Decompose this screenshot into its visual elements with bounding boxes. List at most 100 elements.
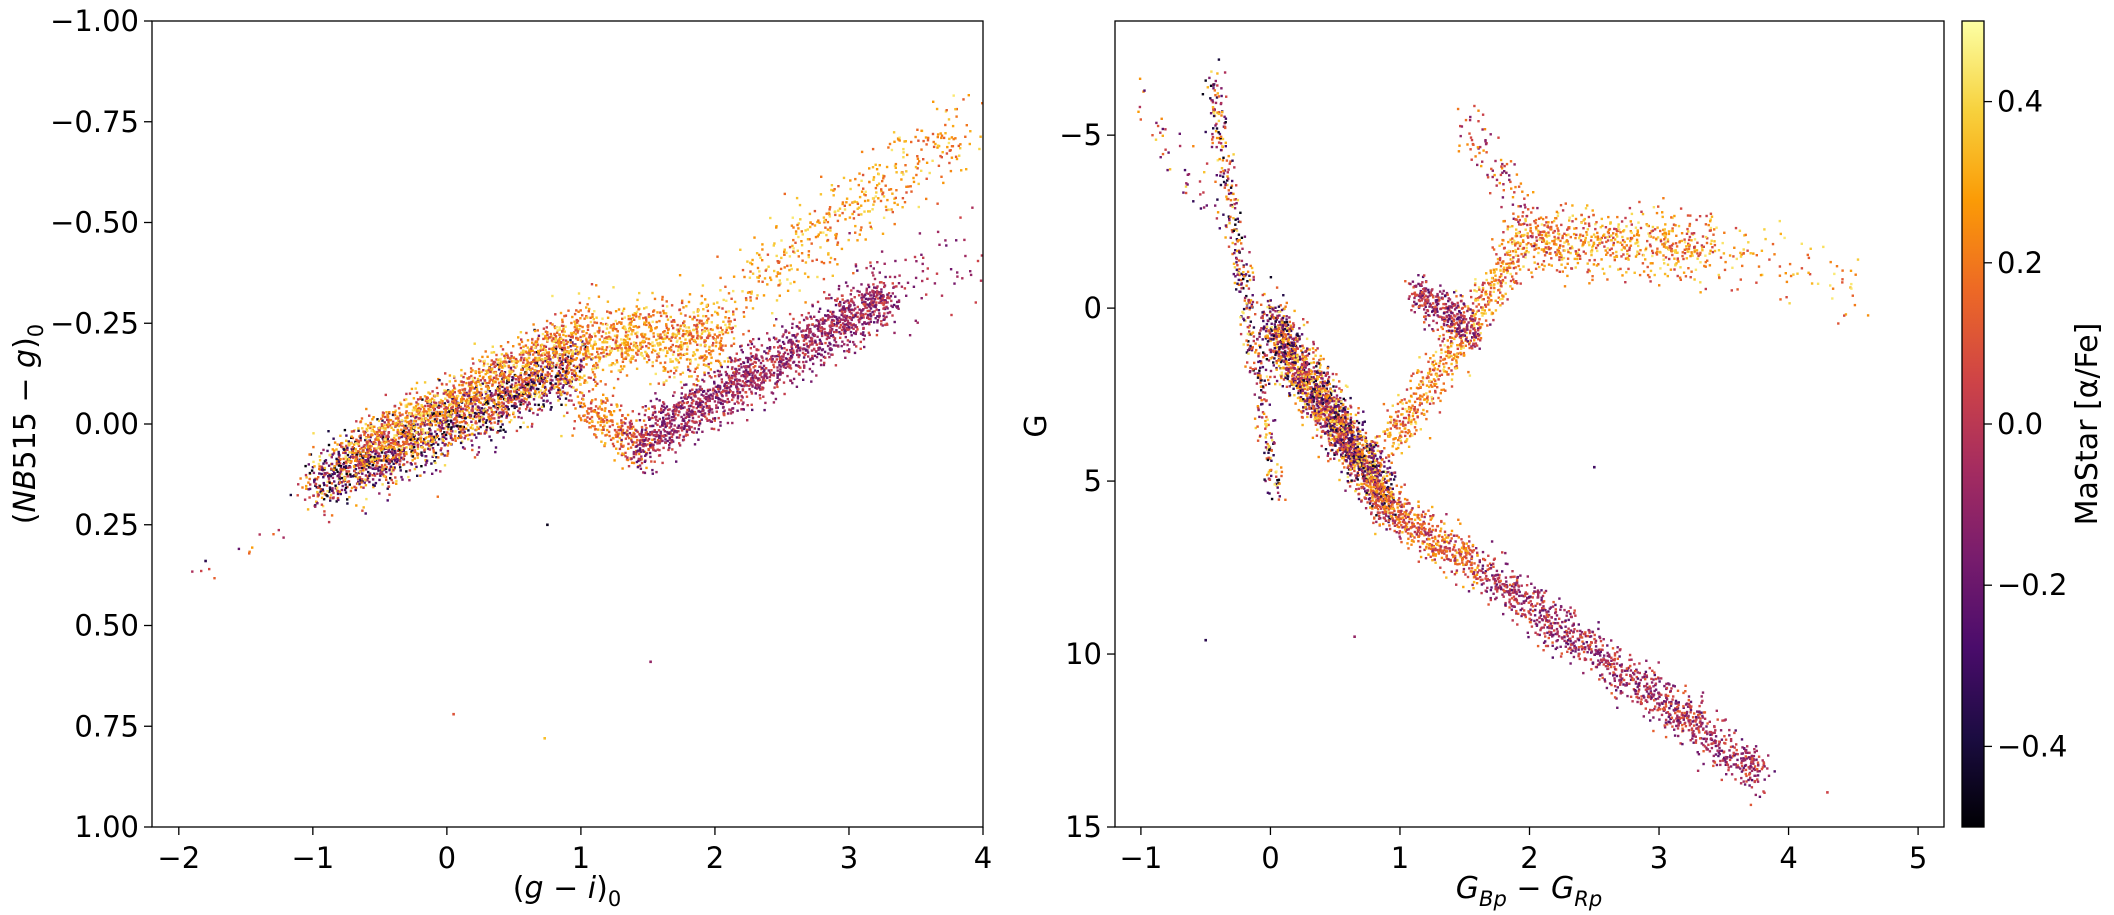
scatter-point xyxy=(458,421,461,424)
scatter-point xyxy=(714,338,717,341)
scatter-point xyxy=(555,363,558,367)
scatter-point xyxy=(852,286,855,290)
scatter-point xyxy=(502,409,505,412)
scatter-point xyxy=(415,415,418,418)
scatter-point xyxy=(426,423,429,426)
scatter-point xyxy=(510,354,513,358)
scatter-point xyxy=(415,391,419,394)
scatter-point xyxy=(376,467,379,470)
scatter-point xyxy=(538,356,541,359)
scatter-point xyxy=(542,351,545,355)
scatter-point xyxy=(560,360,563,363)
scatter-point xyxy=(405,452,408,456)
scatter-point xyxy=(655,359,658,362)
scatter-point xyxy=(328,486,332,489)
scatter-point xyxy=(903,201,907,204)
scatter-point xyxy=(312,445,315,449)
scatter-point xyxy=(589,376,592,380)
scatter-point xyxy=(380,459,383,462)
scatter-point xyxy=(386,425,390,429)
scatter-point xyxy=(616,377,620,381)
scatter-point xyxy=(696,310,699,313)
scatter-point xyxy=(439,419,442,422)
scatter-point xyxy=(652,335,655,338)
scatter-point xyxy=(471,398,475,401)
scatter-point xyxy=(496,413,499,416)
scatter-point xyxy=(338,490,341,493)
scatter-point xyxy=(410,412,414,415)
scatter-point xyxy=(355,454,358,457)
scatter-point xyxy=(621,424,624,427)
scatter-point xyxy=(359,451,362,454)
scatter-point xyxy=(616,346,619,349)
scatter-point xyxy=(706,329,710,332)
scatter-point xyxy=(627,323,631,327)
scatter-point xyxy=(391,422,394,426)
scatter-point xyxy=(832,189,835,192)
scatter-point xyxy=(887,208,890,211)
scatter-point xyxy=(733,300,737,304)
scatter-point xyxy=(561,353,564,356)
scatter-point xyxy=(358,478,362,481)
scatter-point xyxy=(454,434,457,438)
scatter-point xyxy=(629,446,633,449)
scatter-point xyxy=(666,331,669,335)
scatter-point xyxy=(587,297,591,300)
scatter-point xyxy=(593,373,596,376)
scatter-point xyxy=(926,139,930,142)
scatter-point xyxy=(374,438,377,441)
scatter-point xyxy=(601,347,604,351)
scatter-point xyxy=(608,434,611,438)
scatter-point xyxy=(530,385,533,389)
scatter-point xyxy=(361,480,364,483)
scatter-point xyxy=(514,381,517,385)
scatter-point xyxy=(620,421,623,425)
scatter-point xyxy=(540,354,543,357)
scatter-point xyxy=(308,487,312,491)
scatter-point xyxy=(576,338,580,341)
scatter-point xyxy=(837,287,841,291)
scatter-point xyxy=(588,356,591,359)
scatter-point xyxy=(718,352,721,356)
scatter-point xyxy=(568,363,571,366)
scatter-point xyxy=(382,457,386,460)
scatter-point xyxy=(523,388,526,391)
scatter-point xyxy=(493,411,496,414)
scatter-point xyxy=(797,235,800,239)
scatter-point xyxy=(488,366,491,370)
scatter-point xyxy=(535,340,539,343)
scatter-point xyxy=(715,404,718,407)
scatter-point xyxy=(520,398,523,402)
scatter-point xyxy=(422,440,425,443)
scatter-point xyxy=(727,317,731,320)
scatter-point xyxy=(858,233,861,236)
scatter-point xyxy=(561,346,564,350)
scatter-point xyxy=(475,412,478,415)
scatter-point xyxy=(533,351,536,354)
scatter-point xyxy=(394,417,398,420)
scatter-point xyxy=(720,337,723,340)
scatter-point xyxy=(574,365,577,369)
scatter-point xyxy=(420,440,423,444)
scatter-point xyxy=(778,272,782,275)
scatter-point xyxy=(470,439,473,442)
scatter-point xyxy=(591,324,594,327)
scatter-point xyxy=(801,259,804,262)
scatter-point xyxy=(584,352,587,355)
scatter-point xyxy=(397,407,401,410)
scatter-point xyxy=(407,424,410,428)
scatter-point xyxy=(490,422,493,425)
scatter-point xyxy=(688,410,691,413)
scatter-point xyxy=(721,328,724,332)
scatter-point xyxy=(607,337,611,341)
scatter-point xyxy=(503,387,507,390)
scatter-point xyxy=(447,441,451,445)
scatter-point xyxy=(463,437,466,440)
scatter-point xyxy=(461,425,464,429)
scatter-point xyxy=(804,229,807,232)
scatter-point xyxy=(393,405,396,408)
scatter-point xyxy=(565,350,569,354)
scatter-point xyxy=(632,434,635,438)
scatter-point xyxy=(845,197,849,200)
scatter-point xyxy=(327,475,330,478)
